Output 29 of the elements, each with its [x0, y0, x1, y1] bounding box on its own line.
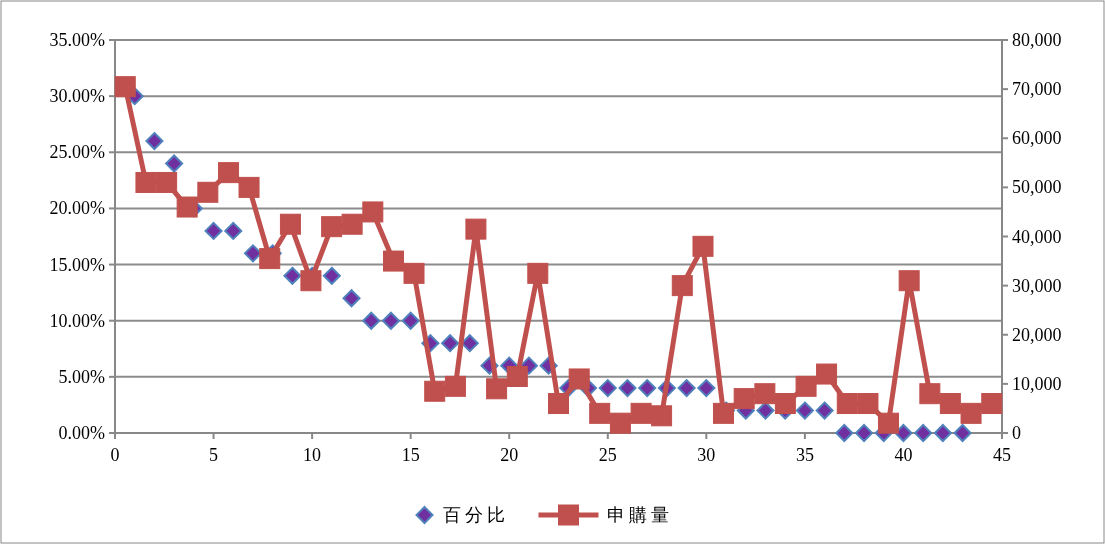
y2-tick-label: 20,000 — [1012, 324, 1062, 345]
x-tick-label: 20 — [500, 445, 519, 465]
y-tick-label: 25.00% — [49, 142, 105, 163]
legend-label: 申購量 — [606, 505, 673, 525]
x-tick-label: 0 — [110, 445, 120, 465]
x-tick-label: 15 — [401, 445, 420, 465]
y-tick-label: 15.00% — [49, 254, 105, 275]
y-tick-label: 35.00% — [49, 30, 105, 50]
x-tick-label: 40 — [894, 445, 913, 465]
x-tick-label: 25 — [598, 445, 617, 465]
y2-tick-label: 40,000 — [1012, 226, 1062, 247]
x-tick-label: 5 — [209, 445, 219, 465]
x-tick-label: 35 — [795, 445, 814, 465]
y2-tick-label: 70,000 — [1012, 79, 1062, 100]
y-tick-label: 20.00% — [49, 198, 105, 219]
y2-tick-label: 80,000 — [1012, 30, 1062, 50]
y2-tick-label: 0 — [1012, 423, 1021, 443]
legend-label: 百分比 — [442, 505, 509, 525]
y-tick-label: 5.00% — [58, 366, 105, 387]
y2-tick-label: 50,000 — [1012, 177, 1062, 198]
y-tick-label: 0.00% — [58, 423, 105, 443]
y2-tick-label: 10,000 — [1012, 373, 1062, 394]
y-tick-label: 10.00% — [49, 310, 105, 331]
y2-tick-label: 60,000 — [1012, 128, 1062, 149]
y-tick-label: 30.00% — [49, 86, 105, 107]
y2-tick-label: 30,000 — [1012, 275, 1062, 296]
x-tick-label: 10 — [303, 445, 322, 465]
x-tick-label: 30 — [697, 445, 716, 465]
x-tick-label: 45 — [993, 445, 1011, 465]
